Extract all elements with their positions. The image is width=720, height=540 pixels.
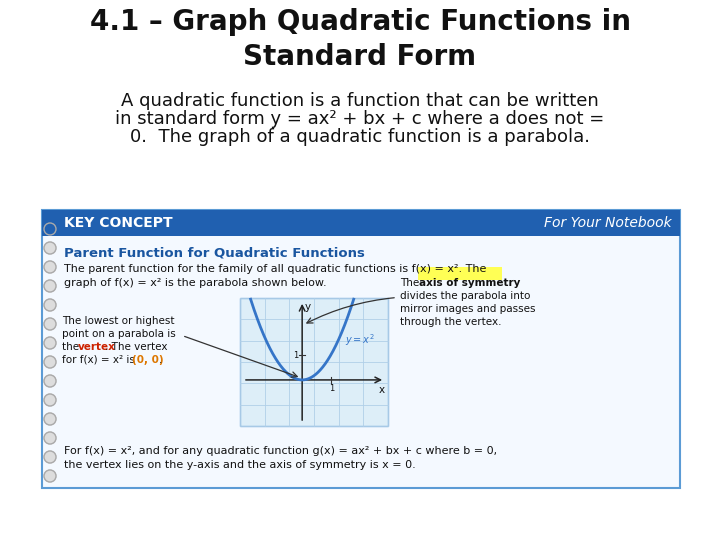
Circle shape	[44, 413, 56, 425]
Circle shape	[44, 280, 56, 292]
Circle shape	[44, 394, 56, 406]
Text: in standard form y = ax² + bx + c where a does not =: in standard form y = ax² + bx + c where …	[115, 110, 605, 128]
Circle shape	[44, 337, 56, 349]
Text: The parent function for the family of all quadratic functions is f(x) = x². The: The parent function for the family of al…	[64, 264, 487, 274]
Text: 1: 1	[329, 384, 334, 393]
Text: point on a parabola is: point on a parabola is	[62, 329, 176, 339]
Text: graph of f(x) = x² is the parabola shown below.: graph of f(x) = x² is the parabola shown…	[64, 278, 327, 288]
Circle shape	[44, 356, 56, 368]
Text: mirror images and passes: mirror images and passes	[400, 304, 536, 314]
Text: (0, 0): (0, 0)	[132, 355, 163, 365]
Text: 4.1 – Graph Quadratic Functions in
Standard Form: 4.1 – Graph Quadratic Functions in Stand…	[89, 8, 631, 71]
Text: 1: 1	[293, 351, 298, 360]
Text: A quadratic function is a function that can be written: A quadratic function is a function that …	[121, 92, 599, 110]
Text: through the vertex.: through the vertex.	[400, 317, 502, 327]
Bar	[42, 210, 680, 488]
Text: The: The	[400, 278, 423, 288]
Circle shape	[44, 318, 56, 330]
Circle shape	[44, 242, 56, 254]
Text: $y = x^2$: $y = x^2$	[346, 332, 375, 348]
Text: vertex: vertex	[78, 342, 116, 352]
Text: the vertex lies on the y-axis and the axis of symmetry is x = 0.: the vertex lies on the y-axis and the ax…	[64, 460, 415, 470]
Circle shape	[44, 223, 56, 235]
Bar	[42, 210, 680, 236]
Bar	[240, 298, 388, 426]
Text: for f(x) = x² is: for f(x) = x² is	[62, 355, 138, 365]
Text: . The vertex: . The vertex	[105, 342, 168, 352]
Circle shape	[44, 432, 56, 444]
Text: the: the	[62, 342, 82, 352]
Circle shape	[44, 261, 56, 273]
Text: For Your Notebook: For Your Notebook	[544, 216, 672, 230]
Text: y: y	[305, 302, 311, 312]
Text: 0.  The graph of a quadratic function is a parabola.: 0. The graph of a quadratic function is …	[130, 128, 590, 146]
Circle shape	[44, 451, 56, 463]
Text: .: .	[159, 355, 163, 365]
Text: The lowest or highest: The lowest or highest	[62, 316, 174, 326]
Text: Parent Function for Quadratic Functions: Parent Function for Quadratic Functions	[64, 246, 365, 259]
Circle shape	[44, 375, 56, 387]
Text: For f(x) = x², and for any quadratic function g(x) = ax² + bx + c where b = 0,: For f(x) = x², and for any quadratic fun…	[64, 446, 497, 456]
Circle shape	[44, 299, 56, 311]
Text: divides the parabola into: divides the parabola into	[400, 291, 531, 301]
Text: axis of symmetry: axis of symmetry	[419, 278, 521, 288]
Circle shape	[44, 470, 56, 482]
Text: x: x	[379, 385, 385, 395]
Bar	[418, 267, 502, 280]
Text: KEY CONCEPT: KEY CONCEPT	[64, 216, 173, 230]
